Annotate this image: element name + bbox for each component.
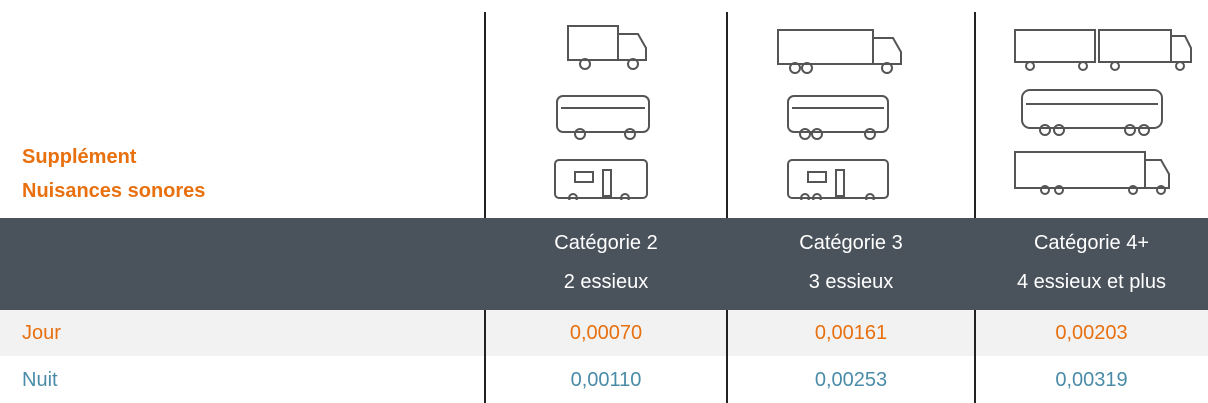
column-axles: 3 essieux	[727, 262, 975, 302]
row-label: Nuit	[22, 357, 58, 403]
cell-value: 0,00203	[975, 310, 1208, 356]
column-category: Catégorie 2	[485, 223, 727, 263]
cell-value: 0,00110	[485, 357, 727, 403]
cell-value: 0,00253	[727, 357, 975, 403]
title-line: Supplément	[22, 146, 136, 169]
cell-value: 0,00070	[485, 310, 727, 356]
cell-value: 0,00161	[727, 310, 975, 356]
column-category: Catégorie 3	[727, 223, 975, 263]
page: Supplément Nuisances sonores Catégorie 2…	[0, 0, 1208, 403]
cell-value: 0,00319	[975, 357, 1208, 403]
vehicle-icons	[485, 20, 1208, 200]
column-category: Catégorie 4+	[975, 223, 1208, 263]
row-label: Jour	[22, 310, 61, 356]
title-line: Nuisances sonores	[22, 180, 205, 203]
column-axles: 2 essieux	[485, 262, 727, 302]
column-axles: 4 essieux et plus	[975, 262, 1208, 302]
